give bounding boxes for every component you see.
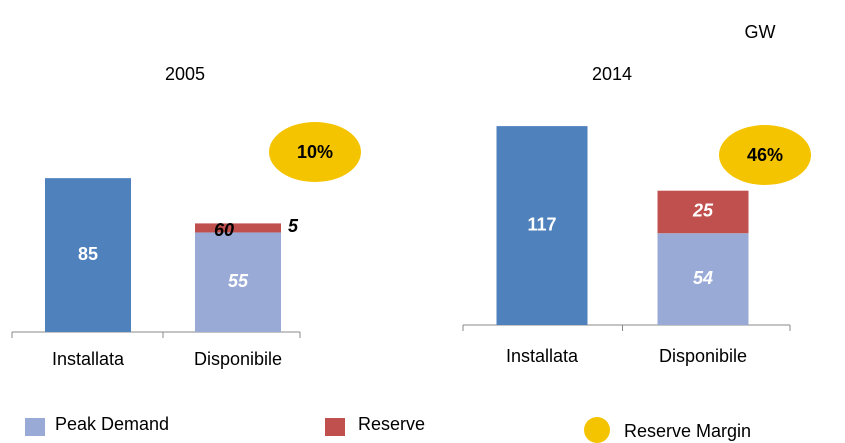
legend-label: Reserve Margin (624, 421, 751, 441)
legend-label: Peak Demand (55, 414, 169, 434)
legend-swatch (584, 417, 610, 443)
reserve-margin-badge (719, 125, 811, 185)
value-label: 5 (288, 216, 299, 236)
value-label: 85 (78, 244, 98, 264)
reserve-margin-badge (269, 122, 361, 182)
chart-title: 2014 (592, 64, 632, 84)
total-label: 60 (214, 220, 234, 240)
legend-swatch (325, 418, 345, 436)
x-tick-label: Installata (506, 346, 579, 366)
bar-segment (496, 126, 588, 325)
value-label: 25 (692, 201, 714, 221)
value-label: 117 (527, 214, 556, 234)
x-tick-label: Disponibile (194, 349, 282, 369)
value-label: 54 (693, 268, 713, 288)
reserve-margin-label: 10% (297, 142, 333, 162)
x-tick-label: Installata (52, 349, 125, 369)
bar-segment (657, 190, 749, 234)
legend-label: Reserve (358, 414, 425, 434)
unit-label: GW (745, 22, 776, 42)
chart-title: 2005 (165, 64, 205, 84)
legend-swatch (25, 418, 45, 436)
bar-segment (45, 178, 131, 332)
reserve-margin-label: 46% (747, 145, 783, 165)
x-tick-label: Disponibile (659, 346, 747, 366)
bar-segment (195, 232, 281, 332)
bar-segment (195, 223, 281, 233)
bar-segment (657, 233, 749, 325)
value-label: 55 (228, 271, 249, 291)
